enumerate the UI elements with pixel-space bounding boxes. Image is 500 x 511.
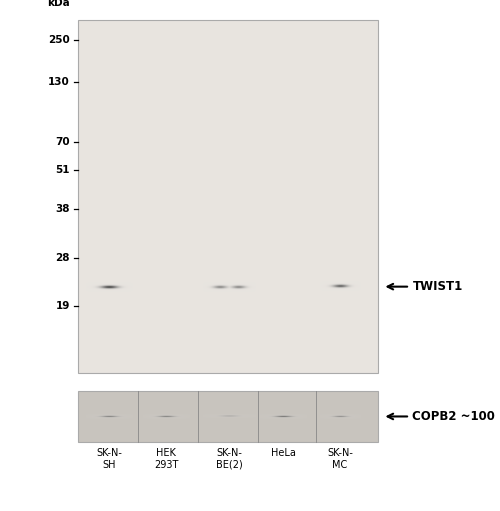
- Text: 19: 19: [56, 301, 70, 311]
- Text: 70: 70: [56, 137, 70, 147]
- Text: SK-N-
MC: SK-N- MC: [327, 448, 353, 470]
- Text: TWIST1: TWIST1: [412, 280, 463, 293]
- Text: SK-N-
SH: SK-N- SH: [96, 448, 122, 470]
- Text: 28: 28: [56, 253, 70, 264]
- Text: HEK
293T: HEK 293T: [154, 448, 178, 470]
- Text: 38: 38: [56, 204, 70, 214]
- Text: HeLa: HeLa: [270, 448, 295, 458]
- Text: SK-N-
BE(2): SK-N- BE(2): [216, 448, 242, 470]
- Text: COPB2 ~100 kDa: COPB2 ~100 kDa: [412, 410, 500, 423]
- Text: 130: 130: [48, 77, 70, 87]
- Text: kDa: kDa: [47, 0, 70, 8]
- Bar: [78, 391, 378, 442]
- Text: 51: 51: [56, 165, 70, 175]
- Bar: [78, 20, 378, 373]
- Text: 250: 250: [48, 35, 70, 45]
